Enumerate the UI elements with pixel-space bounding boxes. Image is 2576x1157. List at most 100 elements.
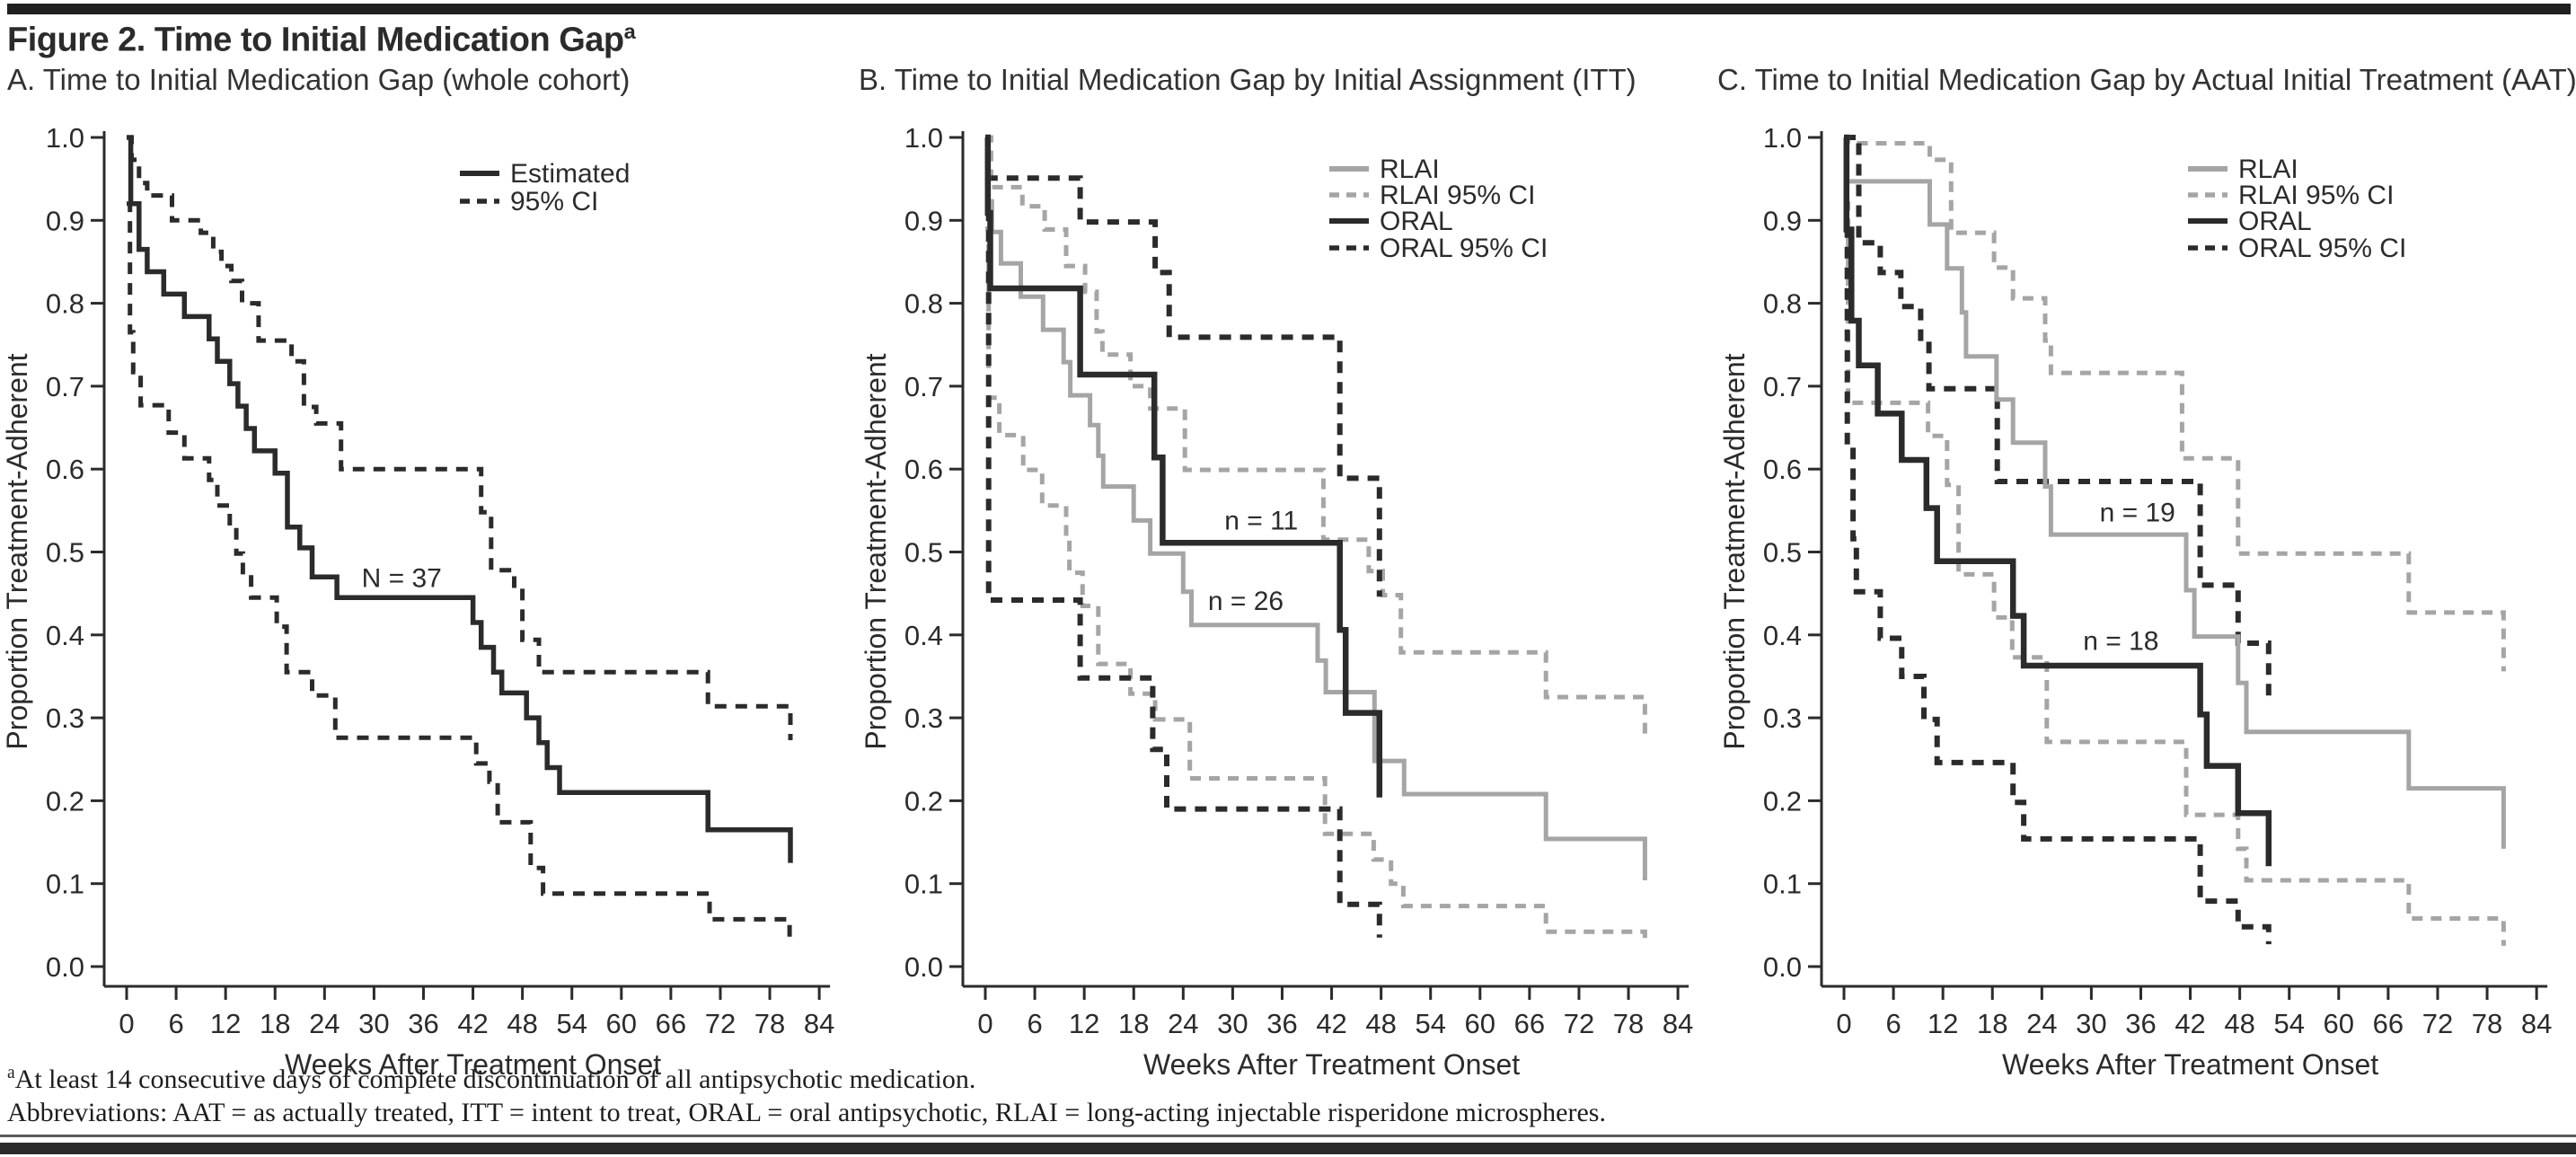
legend-label: RLAI 95% CI — [1380, 181, 1535, 210]
x-tick-label: 6 — [168, 1008, 183, 1039]
legend-label: ORAL — [1380, 207, 1453, 236]
x-tick-label: 54 — [1415, 1008, 1445, 1039]
legend-label: 95% CI — [510, 187, 598, 216]
legend-label: Estimated — [510, 159, 630, 189]
km-curve-oral-95-ci-lower — [1844, 226, 2272, 945]
km-curve-oral-95-ci-lower — [985, 210, 1382, 938]
figure-title-superscript: a — [623, 20, 636, 43]
km-curve-95-ci-upper — [127, 135, 793, 740]
legend-label: ORAL 95% CI — [1380, 234, 1548, 263]
footnote-superscript: a — [7, 1064, 15, 1082]
y-tick-label: 1.0 — [1763, 122, 1802, 154]
x-tick-label: 30 — [358, 1008, 389, 1039]
panel-a-title: A. Time to Initial Medication Gap (whole… — [7, 63, 631, 96]
x-tick-label: 84 — [2521, 1008, 2552, 1039]
x-tick-label: 84 — [1663, 1008, 1693, 1039]
x-tick-label: 36 — [2125, 1008, 2156, 1039]
figure-title: Figure 2. Time to Initial Medication Gap… — [7, 20, 636, 60]
x-tick-label: 78 — [2472, 1008, 2502, 1039]
x-tick-label: 24 — [309, 1008, 340, 1039]
x-tick-label: 24 — [2026, 1008, 2057, 1039]
panel-a-chart: 1.0 0.9 0.8 0.7 0.6 0.5 0.4 0.3 0.2 0.1 0.0 0 6 12 18 2… — [1, 122, 834, 1081]
y-tick-label: 0.7 — [1763, 371, 1802, 402]
x-tick-label: 54 — [2273, 1008, 2304, 1039]
y-tick-label: 0.5 — [1763, 537, 1802, 569]
x-tick-label: 42 — [2175, 1008, 2205, 1039]
y-tick-label: 0.3 — [1763, 702, 1802, 734]
x-tick-label: 78 — [754, 1008, 785, 1039]
x-tick-label: 18 — [1118, 1008, 1149, 1039]
km-curve-rlai-95-ci-lower — [1844, 201, 2506, 946]
x-tick-label: 60 — [1465, 1008, 1495, 1039]
x-axis-title: Weeks After Treatment Onset — [2002, 1048, 2378, 1081]
y-tick-label: 1.0 — [46, 122, 84, 154]
y-tick-label: 0.1 — [1763, 869, 1802, 900]
y-tick-label: 0.4 — [1763, 620, 1802, 651]
y-tick-label: 0.1 — [904, 869, 943, 900]
x-tick-label: 78 — [1613, 1008, 1644, 1039]
x-tick-label: 6 — [1885, 1008, 1901, 1039]
x-tick-label: 0 — [977, 1008, 992, 1039]
panel-a: A. Time to Initial Medication Gap (whole… — [0, 0, 859, 1105]
sample-size-annotation: N = 37 — [362, 563, 442, 593]
panel-c-chart: 1.0 0.9 0.8 0.7 0.6 0.5 0.4 0.3 0.2 0.1 0.0 0 6 12 18 2… — [1718, 122, 2552, 1081]
bottom-rule-thin — [0, 1135, 2576, 1137]
y-tick-label: 0.2 — [904, 785, 943, 817]
km-curve-estimated — [127, 135, 793, 863]
x-tick-label: 54 — [556, 1008, 587, 1039]
x-tick-label: 60 — [606, 1008, 637, 1039]
y-tick-label: 0.7 — [904, 371, 943, 402]
y-tick-label: 0.0 — [46, 951, 84, 983]
sample-size-annotation: n = 11 — [1224, 507, 1298, 536]
x-tick-label: 48 — [2224, 1008, 2254, 1039]
y-axis-title: Proportion Treatment-Adherent — [1, 353, 33, 749]
y-tick-label: 0.4 — [46, 620, 84, 651]
y-tick-label: 0.4 — [904, 620, 943, 651]
panel-c: C. Time to Initial Medication Gap by Act… — [1717, 0, 2576, 1105]
y-tick-label: 0.9 — [1763, 205, 1802, 236]
y-axis-title: Proportion Treatment-Adherent — [860, 353, 892, 749]
y-tick-label: 0.0 — [1763, 951, 1802, 983]
bottom-rule-thick — [0, 1143, 2576, 1154]
km-curve-95-ci-lower — [127, 201, 792, 938]
km-curve-rlai-95-ci-upper — [1844, 135, 2506, 672]
x-tick-label: 30 — [1217, 1008, 1248, 1039]
panel-b: B. Time to Initial Medication Gap by Ini… — [859, 0, 1717, 1105]
sample-size-annotation: n = 26 — [1208, 587, 1284, 616]
y-tick-label: 0.8 — [46, 288, 84, 320]
x-axis-title: Weeks After Treatment Onset — [1143, 1048, 1520, 1081]
legend-label: RLAI 95% CI — [2238, 181, 2394, 210]
x-tick-label: 72 — [705, 1008, 736, 1039]
y-tick-label: 0.6 — [46, 454, 84, 485]
panel-b-title: B. Time to Initial Medication Gap by Ini… — [859, 63, 1636, 96]
y-tick-label: 0.5 — [46, 537, 84, 569]
x-tick-label: 72 — [2422, 1008, 2453, 1039]
km-curve-oral — [984, 134, 1383, 798]
y-tick-label: 0.3 — [46, 702, 84, 734]
y-tick-label: 0.8 — [904, 288, 943, 320]
x-tick-label: 60 — [2324, 1008, 2354, 1039]
sample-size-annotation: n = 18 — [2083, 626, 2158, 656]
km-curve-oral — [1843, 134, 2272, 867]
x-tick-label: 18 — [260, 1008, 290, 1039]
x-tick-label: 84 — [804, 1008, 834, 1039]
x-tick-label: 18 — [1977, 1008, 2007, 1039]
x-tick-label: 0 — [1836, 1008, 1851, 1039]
y-tick-label: 0.6 — [1763, 454, 1802, 485]
x-tick-label: 66 — [656, 1008, 686, 1039]
footnote-definition: aAt least 14 consecutive days of complet… — [7, 1064, 975, 1095]
legend-label: ORAL — [2238, 207, 2312, 236]
x-tick-label: 72 — [1564, 1008, 1594, 1039]
panel-b-chart: 1.0 0.9 0.8 0.7 0.6 0.5 0.4 0.3 0.2 0.1 0.0 0 6 12 18 2… — [860, 122, 1693, 1081]
x-tick-label: 42 — [1316, 1008, 1346, 1039]
footnote-abbreviations: Abbreviations: AAT = as actually treated… — [7, 1098, 1606, 1127]
x-tick-label: 24 — [1168, 1008, 1198, 1039]
y-tick-label: 0.9 — [904, 205, 943, 236]
x-axis-title: Weeks After Treatment Onset — [285, 1048, 661, 1081]
legend-label: ORAL 95% CI — [2238, 234, 2406, 263]
y-tick-label: 0.6 — [904, 454, 943, 485]
x-tick-label: 48 — [507, 1008, 537, 1039]
km-curve-oral-95-ci-upper — [984, 135, 1382, 597]
y-tick-label: 1.0 — [904, 122, 943, 154]
